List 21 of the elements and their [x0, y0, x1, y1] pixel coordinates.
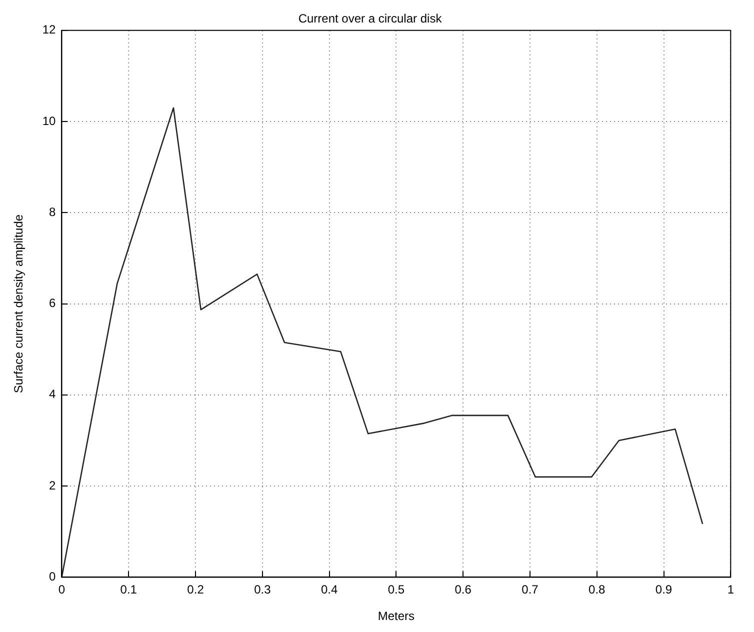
x-tick-label: 1 [727, 582, 734, 597]
x-tick-label: 0.6 [454, 582, 472, 597]
x-tick-label: 0.8 [588, 582, 606, 597]
x-tick-label: 0.7 [522, 582, 539, 597]
y-tick-label: 2 [49, 478, 56, 492]
y-tick-label: 8 [49, 204, 56, 219]
x-tick-label: 0 [58, 582, 66, 597]
x-tick-label: 0.1 [120, 582, 138, 597]
y-tick-label: 0 [49, 570, 56, 584]
y-tick-label: 10 [42, 114, 56, 128]
x-axis-title: Meters [378, 609, 415, 624]
x-tick-label: 0.5 [388, 582, 405, 597]
y-tick-label: 12 [42, 22, 56, 37]
x-tick-label: 0.3 [254, 582, 272, 597]
chart-title: Current over a circular disk [298, 12, 443, 26]
y-tick-label: 4 [49, 387, 56, 402]
x-tick-label: 0.9 [655, 582, 672, 597]
y-axis-title: Surface current density amplitude [12, 214, 26, 394]
y-tick-label: 6 [49, 296, 56, 310]
x-tick-label: 0.2 [187, 582, 204, 597]
x-tick-label: 0.4 [320, 582, 338, 597]
